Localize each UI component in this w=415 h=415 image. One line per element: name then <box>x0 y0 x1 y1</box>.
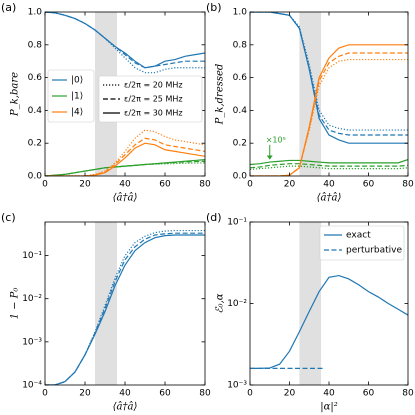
plot-area <box>250 12 408 176</box>
y-tick-label: 10⁻² <box>227 299 247 309</box>
panel-label: (b) <box>206 1 222 14</box>
x-axis-label: ⟨â†â⟩ <box>113 193 138 204</box>
x-tick-label: 40 <box>119 389 131 399</box>
x-tick-label: 80 <box>199 389 211 399</box>
panel-label: (c) <box>1 211 16 224</box>
x-tick-label: 40 <box>119 180 131 190</box>
series-line <box>45 137 205 176</box>
panel-label: (d) <box>206 211 222 224</box>
x-tick-label: 0 <box>247 180 253 190</box>
series-line <box>250 163 408 169</box>
annotation: ×10⁵ <box>266 135 286 144</box>
y-tick-label: 0.6 <box>233 73 248 83</box>
annotation-arrowhead <box>266 155 273 160</box>
y-tick-label: 1.0 <box>233 8 248 18</box>
y-axis-label: P_k,bare <box>10 72 21 117</box>
y-tick-label: 10⁻¹ <box>227 218 247 228</box>
legend-label: |4⟩ <box>71 108 83 118</box>
series-line <box>45 12 205 69</box>
x-tick-label: 40 <box>323 389 335 399</box>
y-tick-label: 0.4 <box>28 106 43 116</box>
legend-box <box>47 69 95 123</box>
shaded-region <box>299 222 322 385</box>
x-tick-label: 80 <box>199 180 211 190</box>
x-axis-label: |α|² <box>320 402 338 413</box>
y-tick-label: 0.2 <box>28 139 42 149</box>
series-line <box>45 234 205 385</box>
x-tick-label: 20 <box>284 389 296 399</box>
legend-label: |1⟩ <box>71 92 83 102</box>
x-tick-label: 0 <box>42 389 48 399</box>
y-tick-label: 0.4 <box>233 106 248 116</box>
y-axis-label: P_k,dressed <box>215 64 226 126</box>
legend-label: exact <box>346 231 371 241</box>
y-tick-label: 10⁻² <box>22 294 42 304</box>
legend-label: ε/2π = 25 MHz <box>124 95 183 104</box>
series-line <box>45 12 205 74</box>
x-tick-label: 60 <box>363 389 375 399</box>
legend-label: perturbative <box>346 246 402 256</box>
series-line <box>45 129 205 176</box>
series-line <box>250 12 408 144</box>
x-tick-label: 80 <box>402 180 414 190</box>
y-tick-label: 0.0 <box>28 172 43 182</box>
series-line <box>250 274 408 369</box>
series-line <box>45 229 205 385</box>
panel: 0 20 40 60 80 0.0 0.2 0.4 0.6 0.8 1.0 (a) ⟨â†â⟩ P_k,b… <box>1 1 211 204</box>
y-axis-label: 1 − P₀ <box>10 288 21 320</box>
series-line <box>250 159 408 166</box>
y-tick-label: 0.0 <box>233 172 248 182</box>
x-tick-label: 60 <box>363 180 375 190</box>
y-tick-label: 10⁻³ <box>22 337 42 347</box>
series-line <box>250 58 408 176</box>
x-tick-label: 40 <box>323 180 335 190</box>
series-line <box>45 159 205 176</box>
legend-label: |0⟩ <box>71 76 83 86</box>
axes-frame <box>44 221 206 386</box>
x-tick-label: 20 <box>284 180 296 190</box>
series-line <box>45 142 205 176</box>
legend-label: ε/2π = 20 MHz <box>124 81 183 90</box>
x-tick-label: 0 <box>247 389 253 399</box>
plot-area <box>250 222 408 385</box>
x-tick-label: 80 <box>402 389 414 399</box>
axes-frame <box>249 11 409 177</box>
x-axis-label: ⟨â†â⟩ <box>317 193 342 204</box>
y-tick-label: 10⁻³ <box>227 381 247 391</box>
x-tick-label: 20 <box>79 180 91 190</box>
legend-label: ε/2π = 30 MHz <box>124 109 183 118</box>
series-line <box>250 44 408 176</box>
series-line <box>250 52 408 176</box>
panel-label: (a) <box>1 1 16 14</box>
shaded-region <box>95 222 117 385</box>
series-line <box>250 12 408 131</box>
x-tick-label: 20 <box>79 389 91 399</box>
y-axis-label: ℰ₀,α <box>215 293 226 313</box>
y-tick-label: 10⁻⁴ <box>22 381 42 391</box>
y-tick-label: 10⁻¹ <box>22 251 42 261</box>
y-tick-label: 0.6 <box>28 73 43 83</box>
series-line <box>250 12 408 136</box>
panel: 0 20 40 60 80 0.0 0.2 0.4 0.6 0.8 1.0 (b) ⟨â†â⟩ P_k,d… <box>206 1 414 204</box>
panel: 0 20 40 60 80 10⁻³ 10⁻² 10⁻¹ (d) |α|² ℰ₀,α exact per… <box>206 211 414 413</box>
x-tick-label: 60 <box>159 180 171 190</box>
y-tick-label: 0.2 <box>233 139 247 149</box>
shaded-region <box>299 12 322 176</box>
x-tick-label: 0 <box>42 180 48 190</box>
x-tick-label: 60 <box>159 389 171 399</box>
series-line <box>45 12 205 69</box>
y-tick-label: 0.8 <box>28 40 43 50</box>
series-line <box>45 232 205 385</box>
panel: 0 20 40 60 80 10⁻⁴ 10⁻³ 10⁻² 10⁻¹ (c) ⟨â†â⟩ 1 − P₀ <box>1 211 211 413</box>
y-tick-label: 1.0 <box>28 8 43 18</box>
plot-area <box>45 222 205 385</box>
legend-box <box>98 75 203 123</box>
y-tick-label: 0.8 <box>233 40 248 50</box>
x-axis-label: ⟨â†â⟩ <box>113 402 138 413</box>
